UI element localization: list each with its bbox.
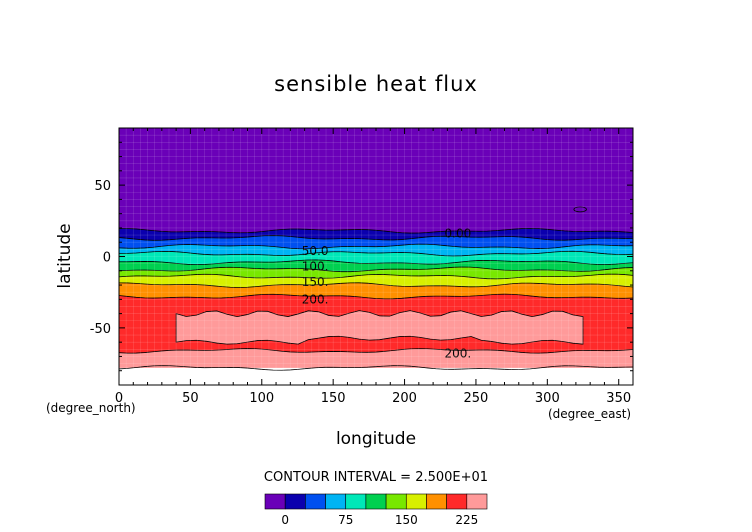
contour-line-4 [118, 259, 634, 266]
x-tick-label: 300 [535, 391, 560, 406]
y-tick-label: 50 [94, 179, 111, 194]
contour-line-2 [118, 243, 634, 250]
contour-line-10 [118, 365, 634, 371]
x-axis: 0 50 100 150 200 250 300 350 [115, 128, 634, 406]
contour-band-10 [119, 348, 633, 368]
x-tick-label: 150 [321, 391, 346, 406]
contour-label-3: 150. [302, 275, 329, 289]
x-tick-label: 100 [249, 391, 274, 406]
colorbar-tick-label: 225 [455, 513, 478, 527]
x-tick-label: 200 [392, 391, 417, 406]
colorbar-tick-label: 150 [395, 513, 418, 527]
y-axis-label: latitude [55, 223, 75, 288]
contour-label-5: 200. [445, 347, 472, 361]
colorbar: 0 75 150 225 [264, 493, 488, 527]
contour-interval-text: CONTOUR INTERVAL = 2.500E+01 [264, 470, 488, 485]
y-tick-label: -50 [90, 322, 111, 337]
x-tick-label: 350 [606, 391, 631, 406]
colorbar-swatch-4 [345, 493, 367, 510]
chart-title: sensible heat flux [274, 72, 478, 96]
contour-patch-0 [573, 206, 587, 213]
y-unit-label: (degree_north) [46, 401, 136, 415]
x-axis-label: longitude [336, 429, 416, 449]
contour-band-1 [119, 228, 633, 241]
colorbar-swatch-3 [325, 493, 347, 510]
colorbar-swatch-2 [305, 493, 326, 510]
colorbar-tick-label: 75 [338, 513, 353, 527]
contour-patch-1 [175, 310, 584, 345]
contour-line-9 [118, 348, 634, 354]
colorbar-swatch-6 [385, 493, 407, 510]
x-tick-label: 0 [115, 391, 123, 406]
x-unit-label: (degree_east) [548, 407, 631, 421]
colorbar-swatch-8 [426, 493, 447, 510]
contour-label-0: 0.00 [445, 227, 472, 241]
plot-area [118, 128, 634, 371]
x-tick-label: 50 [182, 391, 199, 406]
colorbar-swatch-9 [446, 493, 468, 510]
x-tick-label: 250 [464, 391, 489, 406]
contour-line-0 [118, 227, 634, 234]
colorbar-swatch-5 [365, 493, 387, 510]
colorbar-swatch-1 [284, 493, 306, 510]
colorbar-swatch-0 [264, 493, 286, 510]
contour-label-4: 200. [302, 292, 329, 306]
contour-line-8 [118, 293, 634, 300]
contour-band-6 [119, 267, 633, 279]
contour-line-1 [118, 235, 634, 241]
contour-band-5 [119, 259, 633, 272]
colorbar-tick-label: 0 [281, 513, 289, 527]
contour-line-5 [118, 266, 634, 273]
contour-band-8 [119, 282, 633, 299]
colorbar-swatch-10 [466, 493, 488, 510]
contour-line-3 [118, 250, 634, 257]
contour-label-1: 50.0 [302, 244, 329, 258]
contour-line-7 [118, 282, 634, 288]
colorbar-swatch-7 [405, 493, 427, 510]
grid-lines [119, 128, 633, 385]
contour-band-2 [119, 235, 633, 249]
y-tick-label: 0 [103, 251, 111, 266]
y-axis: -50 0 50 [90, 127, 633, 386]
contour-line-6 [118, 273, 634, 280]
contour-band-0 [119, 128, 633, 234]
contour-label-2: 100. [302, 259, 329, 273]
